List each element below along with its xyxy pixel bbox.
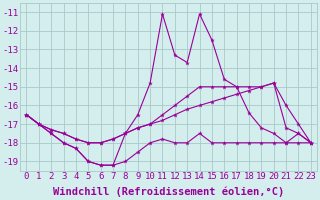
X-axis label: Windchill (Refroidissement éolien,°C): Windchill (Refroidissement éolien,°C): [53, 187, 284, 197]
